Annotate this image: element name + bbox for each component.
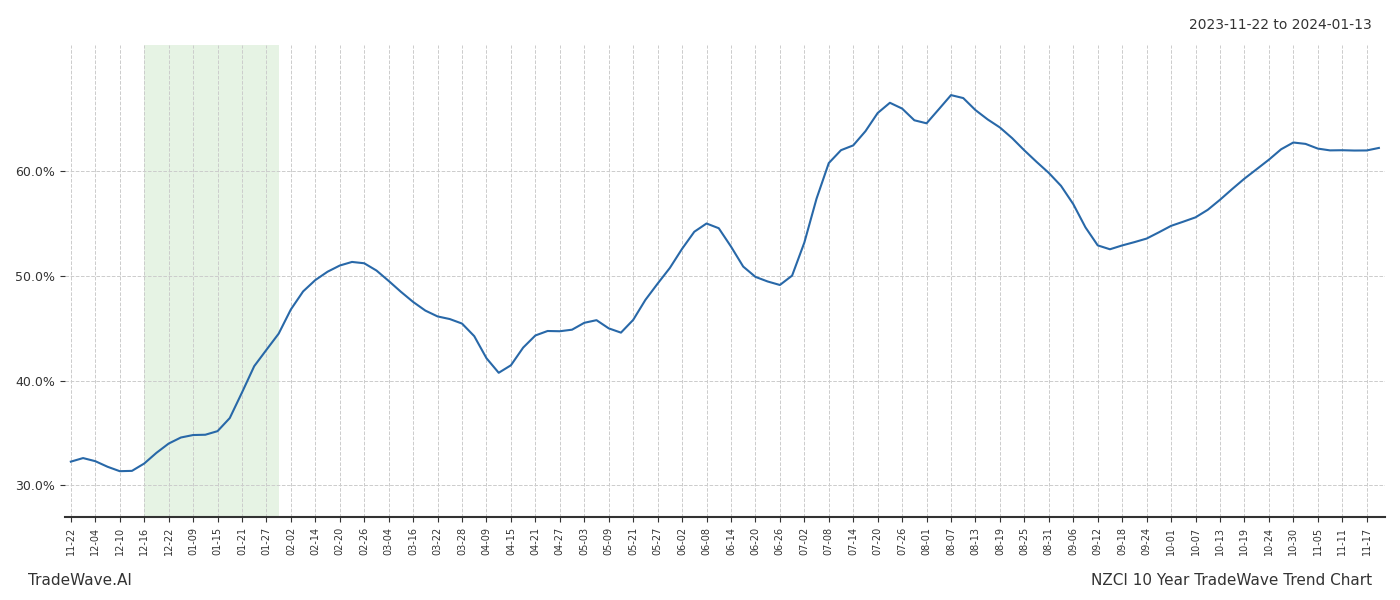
Text: NZCI 10 Year TradeWave Trend Chart: NZCI 10 Year TradeWave Trend Chart <box>1091 573 1372 588</box>
Text: 2023-11-22 to 2024-01-13: 2023-11-22 to 2024-01-13 <box>1189 18 1372 32</box>
Bar <box>144 45 279 517</box>
Text: TradeWave.AI: TradeWave.AI <box>28 573 132 588</box>
